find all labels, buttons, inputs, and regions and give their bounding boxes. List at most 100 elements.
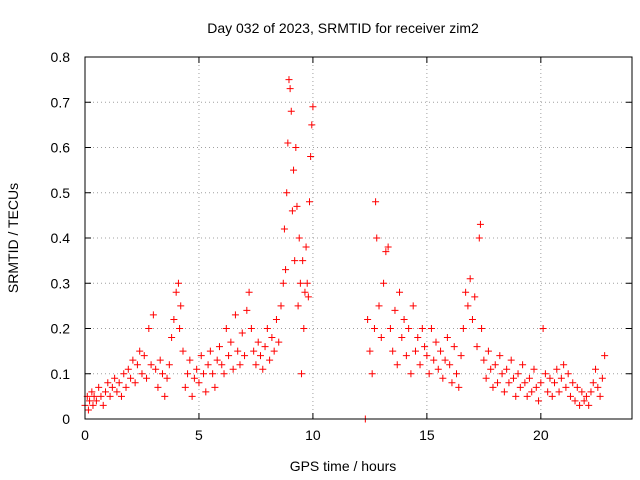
data-point bbox=[308, 121, 316, 129]
data-point bbox=[523, 392, 531, 400]
data-point bbox=[147, 361, 155, 369]
data-point bbox=[140, 352, 148, 360]
data-point bbox=[585, 401, 593, 409]
data-point bbox=[500, 388, 508, 396]
data-point bbox=[200, 370, 208, 378]
data-point bbox=[551, 379, 559, 387]
data-point bbox=[133, 361, 141, 369]
data-point bbox=[576, 401, 584, 409]
data-point bbox=[396, 288, 404, 296]
data-point bbox=[480, 356, 488, 364]
data-point bbox=[455, 383, 463, 391]
x-tick-label: 10 bbox=[305, 427, 321, 443]
data-point bbox=[384, 243, 392, 251]
data-point bbox=[571, 397, 579, 405]
data-point bbox=[158, 370, 166, 378]
data-point bbox=[280, 225, 288, 233]
data-point bbox=[457, 352, 465, 360]
data-point bbox=[299, 257, 307, 265]
data-point bbox=[209, 370, 217, 378]
data-point bbox=[238, 329, 246, 337]
data-point bbox=[507, 356, 515, 364]
data-point bbox=[393, 361, 401, 369]
data-point bbox=[375, 302, 383, 310]
data-point bbox=[138, 370, 146, 378]
data-point bbox=[90, 392, 98, 400]
data-point bbox=[580, 397, 588, 405]
data-point bbox=[136, 347, 144, 355]
data-point bbox=[143, 374, 151, 382]
data-point bbox=[243, 306, 251, 314]
data-point bbox=[290, 166, 298, 174]
data-point bbox=[409, 302, 417, 310]
data-point bbox=[589, 379, 597, 387]
data-point bbox=[170, 315, 178, 323]
data-point bbox=[190, 374, 198, 382]
data-point bbox=[443, 334, 451, 342]
data-point bbox=[294, 302, 302, 310]
data-point bbox=[149, 311, 157, 319]
data-point bbox=[307, 153, 315, 161]
data-point bbox=[120, 370, 128, 378]
data-point bbox=[279, 279, 287, 287]
data-point bbox=[127, 374, 135, 382]
data-point bbox=[482, 374, 490, 382]
data-point bbox=[195, 379, 203, 387]
data-point bbox=[213, 356, 221, 364]
data-point bbox=[104, 379, 112, 387]
data-point bbox=[471, 293, 479, 301]
data-point bbox=[423, 352, 431, 360]
data-point bbox=[206, 347, 214, 355]
y-tick-label: 0.6 bbox=[51, 140, 71, 156]
data-point bbox=[272, 315, 280, 323]
x-axis-label: GPS time / hours bbox=[290, 458, 397, 474]
data-point bbox=[498, 370, 506, 378]
data-point bbox=[303, 279, 311, 287]
data-point bbox=[252, 361, 260, 369]
data-point bbox=[537, 379, 545, 387]
data-point bbox=[193, 365, 201, 373]
data-point bbox=[234, 347, 242, 355]
data-point bbox=[418, 325, 426, 332]
data-point bbox=[484, 347, 492, 355]
data-point bbox=[129, 356, 137, 364]
data-point bbox=[145, 325, 153, 332]
data-point bbox=[553, 365, 561, 373]
data-point bbox=[287, 107, 295, 115]
grid bbox=[85, 57, 632, 419]
data-point bbox=[292, 144, 300, 151]
data-point bbox=[122, 383, 130, 391]
y-tick-label: 0.5 bbox=[51, 185, 71, 201]
data-point bbox=[241, 352, 249, 360]
data-point bbox=[596, 392, 604, 400]
data-point bbox=[437, 347, 445, 355]
data-point bbox=[514, 370, 522, 378]
data-point bbox=[247, 325, 255, 332]
data-point bbox=[277, 302, 285, 310]
axis-ticks: 0 5 10 15 20 0 0.1 0.2 0.3 0.4 0.5 0.6 0.7 0.8 bbox=[51, 49, 632, 443]
data-point bbox=[254, 338, 262, 346]
data-point bbox=[448, 379, 456, 387]
data-point bbox=[186, 356, 194, 364]
data-point bbox=[411, 347, 419, 355]
data-point bbox=[161, 392, 169, 400]
data-point bbox=[372, 198, 380, 206]
data-point bbox=[594, 383, 602, 391]
data-point bbox=[154, 383, 162, 391]
data-point bbox=[89, 401, 97, 409]
data-point bbox=[283, 189, 291, 197]
y-axis-label: SRMTID / TECUs bbox=[5, 183, 21, 293]
data-point bbox=[211, 383, 219, 391]
data-point bbox=[430, 356, 438, 364]
data-point bbox=[468, 315, 476, 323]
data-point bbox=[291, 257, 299, 265]
data-point bbox=[263, 325, 271, 332]
data-point bbox=[111, 374, 119, 382]
data-point bbox=[386, 325, 394, 332]
data-point bbox=[573, 383, 581, 391]
data-point bbox=[389, 347, 397, 355]
y-tick-label: 0.1 bbox=[51, 366, 71, 382]
data-point bbox=[459, 325, 467, 332]
scatter-points bbox=[81, 76, 609, 423]
y-tick-label: 0.3 bbox=[51, 275, 71, 291]
